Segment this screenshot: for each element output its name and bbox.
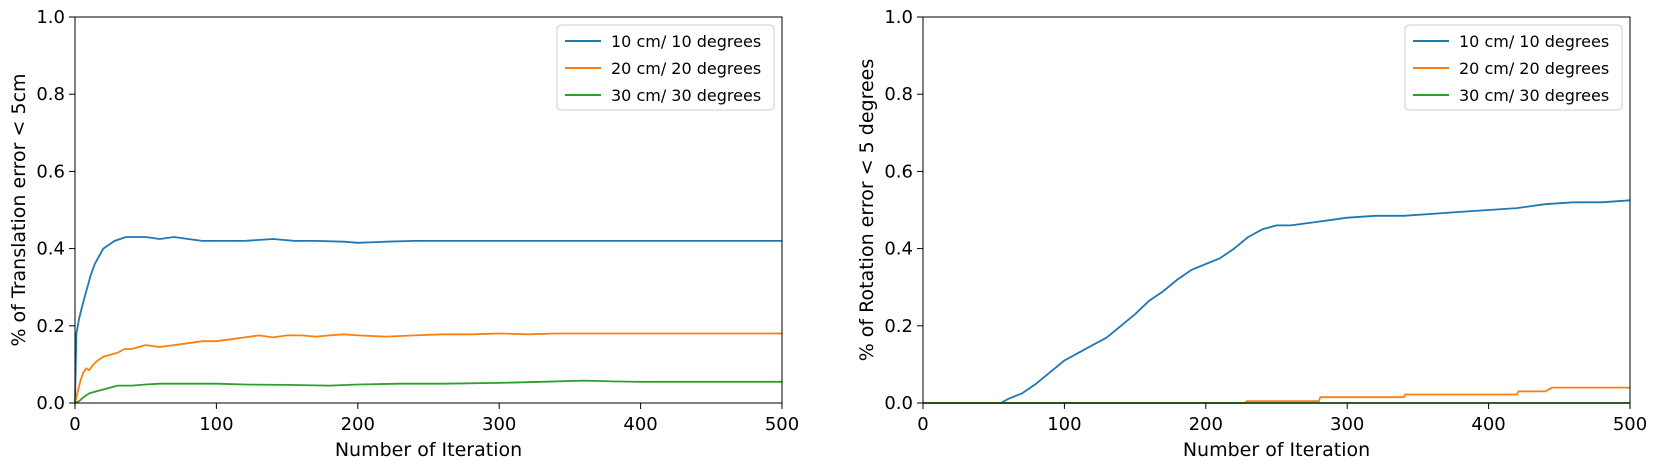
x-tick-label: 300 (482, 414, 516, 435)
legend: 10 cm/ 10 degrees 20 cm/ 20 degrees 30 cm/… (1404, 24, 1623, 111)
y-tick-label: 0.4 (36, 239, 65, 260)
series-line-3 (74, 379, 782, 404)
legend-box (556, 24, 775, 111)
left-chart-panel: 0 100 200 300 400 500 0.0 0.2 0.4 0.6 0.8 1.0 Number… (8, 7, 799, 461)
x-axis-label: Number of Iteration (335, 439, 522, 461)
series-line-2 (74, 332, 782, 404)
series-line-2 (923, 386, 1630, 404)
y-axis-label: % of Translation error < 5cm (8, 73, 30, 346)
y-tick-label: 0.4 (884, 239, 913, 260)
x-tick-label: 0 (69, 414, 80, 435)
series-line-1 (74, 236, 782, 404)
x-tick-label: 200 (1189, 414, 1223, 435)
legend-box (1404, 24, 1623, 111)
plot-frame (74, 16, 783, 404)
y-tick-label: 0.0 (36, 393, 65, 414)
legend-label-2: 20 cm/ 20 degrees (611, 59, 761, 78)
x-tick-label: 0 (917, 414, 928, 435)
y-tick-label: 1.0 (36, 7, 65, 28)
y-axis-label: % of Rotation error < 5 degrees (856, 59, 878, 362)
legend-label-3: 30 cm/ 30 degrees (1459, 86, 1609, 105)
legend-label-1: 10 cm/ 10 degrees (1459, 32, 1609, 51)
plot-frame (922, 16, 1631, 404)
y-tick-label: 0.6 (36, 161, 65, 182)
legend: 10 cm/ 10 degrees 20 cm/ 20 degrees 30 cm/… (556, 24, 775, 111)
x-tick-label: 200 (341, 414, 375, 435)
series-line-1 (923, 199, 1631, 404)
legend-label-2: 20 cm/ 20 degrees (1459, 59, 1609, 78)
x-tick-label: 300 (1330, 414, 1364, 435)
x-tick-label: 100 (199, 414, 233, 435)
x-tick-label: 400 (623, 414, 657, 435)
x-tick-label: 400 (1471, 414, 1505, 435)
legend-label-3: 30 cm/ 30 degrees (611, 86, 761, 105)
y-tick-label: 0.2 (36, 316, 65, 337)
legend-label-1: 10 cm/ 10 degrees (611, 32, 761, 51)
y-tick-label: 0.8 (884, 84, 913, 105)
y-tick-label: 0.0 (884, 393, 913, 414)
x-tick-label: 500 (765, 414, 799, 435)
y-tick-label: 0.2 (884, 316, 913, 337)
x-axis-label: Number of Iteration (1183, 439, 1370, 461)
y-tick-label: 0.8 (36, 84, 65, 105)
x-tick-label: 500 (1613, 414, 1647, 435)
x-tick-label: 100 (1047, 414, 1081, 435)
right-chart-panel: 0 100 200 300 400 500 0.0 0.2 0.4 0.6 0.8 1.0 Number… (856, 7, 1647, 461)
y-tick-label: 0.6 (884, 161, 913, 182)
y-tick-label: 1.0 (884, 7, 913, 28)
